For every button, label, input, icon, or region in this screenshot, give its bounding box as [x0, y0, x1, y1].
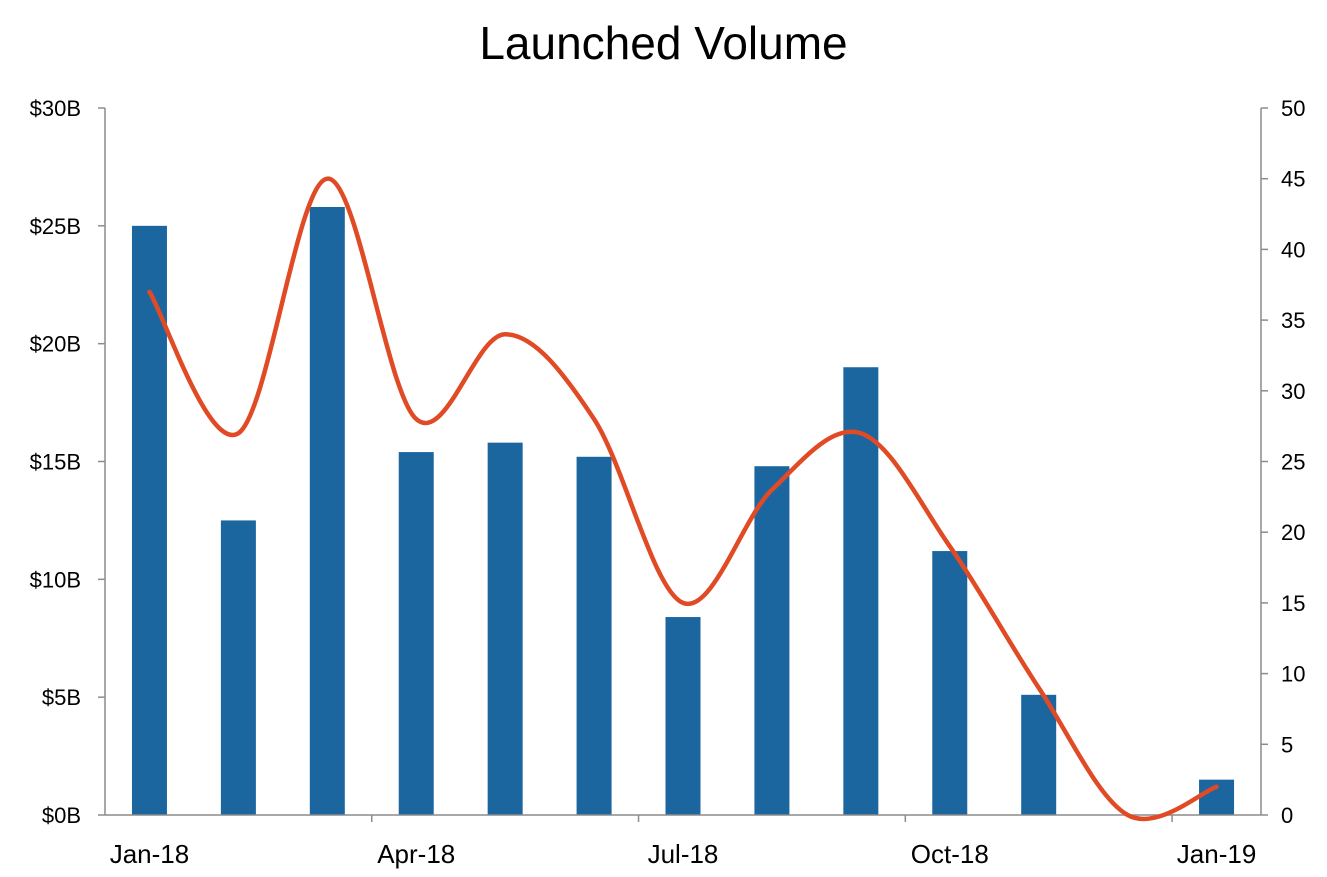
bar-jan-18 — [131, 225, 167, 816]
right-axis-tick-label: 45 — [1281, 167, 1305, 192]
right-axis-tick-label: 5 — [1281, 732, 1293, 757]
x-axis-tick-label: Oct-18 — [911, 839, 989, 869]
left-axis-tick-label: $5B — [42, 685, 81, 710]
left-axis-tick-label: $0B — [42, 803, 81, 828]
bar-jun-18 — [576, 456, 612, 815]
right-axis-tick-label: 50 — [1281, 96, 1305, 121]
deal-count-line — [147, 176, 1219, 822]
bar-apr-18 — [398, 452, 434, 815]
bar-nov-18 — [1021, 694, 1057, 815]
right-axis-tick-label: 20 — [1281, 520, 1305, 545]
right-axis-tick-label: 35 — [1281, 308, 1305, 333]
right-axis-tick-label: 15 — [1281, 591, 1305, 616]
x-axis-tick-label: Apr-18 — [377, 839, 455, 869]
x-axis-tick-label: Jan-18 — [110, 839, 190, 869]
bar-jul-18 — [665, 617, 701, 815]
right-axis-tick-label: 25 — [1281, 450, 1305, 475]
right-axis-tick-label: 0 — [1281, 803, 1293, 828]
chart-title: Launched Volume — [479, 17, 848, 69]
left-axis-tick-label: $20B — [30, 332, 81, 357]
bar-aug-18 — [754, 466, 790, 815]
bar-oct-18 — [932, 551, 968, 815]
bar-may-18 — [487, 442, 523, 815]
left-axis-tick-label: $10B — [30, 567, 81, 592]
right-axis-tick-label: 40 — [1281, 237, 1305, 262]
right-axis-tick-label: 10 — [1281, 662, 1305, 687]
left-axis-tick-label: $25B — [30, 214, 81, 239]
x-axis-tick-label: Jan-19 — [1177, 839, 1257, 869]
left-axis-tick-label: $15B — [30, 450, 81, 475]
axes-group: $0B $5B $10B $15B $20B $25B $30B 0 5 10 15 20 25 30 35… — [30, 96, 1306, 869]
right-axis-tick-label: 30 — [1281, 379, 1305, 404]
bar-feb-18 — [220, 520, 256, 815]
left-axis-tick-label: $30B — [30, 96, 81, 121]
bar-mar-18 — [309, 206, 345, 816]
x-axis-tick-label: Jul-18 — [648, 839, 719, 869]
line-group — [147, 176, 1219, 822]
bars-group — [131, 206, 1235, 816]
